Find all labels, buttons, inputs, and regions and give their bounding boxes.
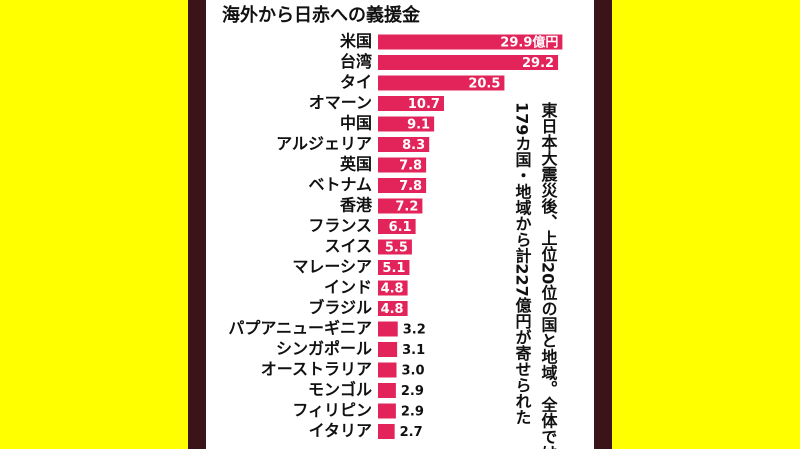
value-label: 5.1 <box>382 261 405 276</box>
chart-title: 海外から日赤への義援金 <box>222 4 421 26</box>
bar <box>378 301 408 316</box>
category-label: 香港 <box>339 196 373 215</box>
category-label: モンゴル <box>308 380 372 399</box>
value-label: 3.1 <box>402 343 425 358</box>
value-label: 2.9 <box>401 384 424 399</box>
value-label: 20.5 <box>468 77 500 92</box>
category-label: ブラジル <box>308 298 372 317</box>
bar <box>378 116 435 132</box>
bar <box>378 403 396 419</box>
bar <box>378 342 398 357</box>
value-label: 7.8 <box>399 179 422 194</box>
value-label: 2.9 <box>401 405 424 420</box>
value-label: 29.2 <box>522 56 554 71</box>
category-label: マレーシア <box>292 257 372 276</box>
category-label: イタリア <box>309 421 372 440</box>
value-label: 6.1 <box>389 220 412 235</box>
value-label: 3.2 <box>403 323 426 338</box>
annotation: 東日本大震災後、上位20位の国と地域。全体では <box>539 101 559 449</box>
value-label: 2.7 <box>400 425 423 440</box>
category-label: オーストラリア <box>261 360 372 379</box>
value-label: 7.2 <box>395 200 418 215</box>
bar <box>378 280 408 296</box>
bar <box>378 198 423 214</box>
category-label: スイス <box>324 237 372 256</box>
category-label: インド <box>324 278 372 297</box>
bar <box>378 383 396 398</box>
bar <box>378 219 416 234</box>
category-label: 中国 <box>340 114 372 133</box>
bar <box>378 157 427 173</box>
bar <box>378 260 410 275</box>
category-label: アルジェリア <box>276 134 372 153</box>
category-label: 英国 <box>339 155 372 174</box>
value-label: 7.8 <box>399 159 422 174</box>
value-label: 3.0 <box>402 364 425 379</box>
annotation: 179カ国・地域から計227億円が寄せられた <box>513 102 532 425</box>
value-label: 5.5 <box>385 241 408 256</box>
category-label: シンガポール <box>276 339 372 358</box>
bar <box>378 424 395 439</box>
bar <box>378 34 563 50</box>
value-label: 8.3 <box>402 138 425 153</box>
category-label: 台湾 <box>340 52 372 71</box>
bar <box>378 321 398 337</box>
bar <box>378 137 430 152</box>
category-label: ベトナム <box>308 175 372 194</box>
value-label: 10.7 <box>408 97 440 112</box>
bar <box>378 362 397 378</box>
bar <box>378 75 505 91</box>
category-label: タイ <box>340 73 372 92</box>
bar <box>378 239 412 255</box>
bar <box>378 96 444 111</box>
value-label: 9.1 <box>407 118 430 133</box>
bar <box>378 178 427 193</box>
category-label: オマーン <box>309 93 372 112</box>
value-label: 29.9億円 <box>500 35 558 51</box>
bar <box>378 55 559 70</box>
category-label: フィリピン <box>292 401 372 420</box>
category-label: フランス <box>308 216 372 235</box>
value-label: 4.8 <box>381 302 404 317</box>
category-label: 米国 <box>340 32 372 51</box>
value-label: 4.8 <box>381 282 404 297</box>
category-label: パプアニューギニア <box>228 319 372 338</box>
